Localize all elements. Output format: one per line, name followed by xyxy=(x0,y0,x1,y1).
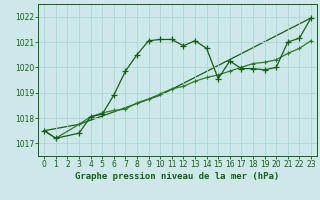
X-axis label: Graphe pression niveau de la mer (hPa): Graphe pression niveau de la mer (hPa) xyxy=(76,172,280,181)
